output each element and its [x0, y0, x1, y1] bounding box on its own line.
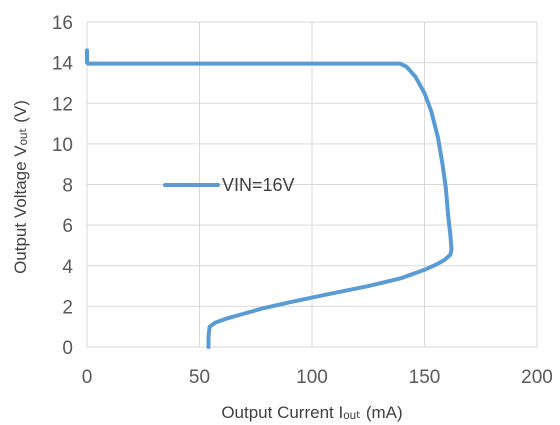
series-line	[85, 48, 454, 349]
x-axis-label: Output Current Iₒᵤₜ (mA)	[221, 403, 402, 422]
y-tick-label: 16	[52, 13, 73, 34]
y-tick-label: 0	[62, 338, 73, 359]
legend-label: VIN=16V	[222, 175, 295, 195]
series-layer	[85, 48, 454, 349]
y-tick-label: 4	[62, 257, 73, 278]
y-tick-label: 6	[62, 216, 73, 237]
y-axis-label: Output Voltage Vₒᵤₜ (V)	[11, 100, 30, 274]
x-tick-label: 200	[521, 367, 553, 388]
x-tick-label: 50	[189, 367, 210, 388]
tick-labels: 0 2 4 6 8 10 12 14 16 0 50 100 150 200	[52, 13, 553, 388]
grid	[86, 21, 538, 348]
y-tick-label: 2	[62, 297, 73, 318]
y-tick-label: 12	[52, 94, 73, 115]
legend: VIN=16V	[163, 175, 295, 195]
x-tick-label: 150	[409, 367, 441, 388]
y-tick-label: 14	[52, 54, 74, 75]
x-tick-label: 100	[296, 367, 328, 388]
x-tick-label: 0	[82, 367, 93, 388]
y-tick-label: 10	[52, 135, 73, 156]
y-tick-label: 8	[62, 176, 73, 197]
